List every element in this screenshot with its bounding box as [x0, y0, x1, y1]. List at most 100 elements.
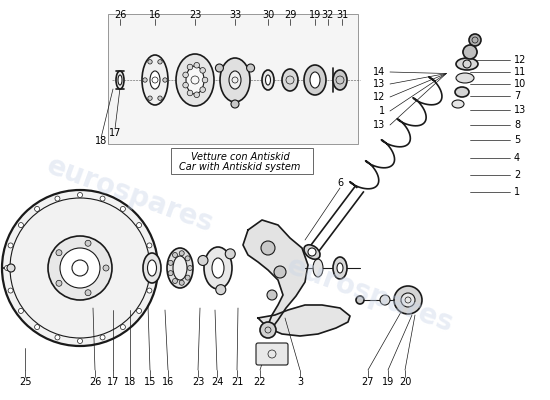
Ellipse shape — [176, 54, 214, 106]
Ellipse shape — [333, 70, 347, 90]
Text: eurospares: eurospares — [43, 152, 217, 238]
Text: 12: 12 — [373, 92, 385, 102]
Text: 14: 14 — [373, 67, 385, 77]
Text: 13: 13 — [514, 105, 526, 115]
Text: 17: 17 — [109, 128, 121, 138]
Circle shape — [188, 266, 192, 270]
Circle shape — [147, 288, 152, 293]
Ellipse shape — [456, 73, 474, 83]
Text: 22: 22 — [254, 377, 266, 387]
Circle shape — [55, 335, 60, 340]
Circle shape — [185, 275, 190, 280]
Circle shape — [179, 251, 184, 256]
Ellipse shape — [167, 248, 193, 288]
Ellipse shape — [150, 71, 160, 89]
Ellipse shape — [313, 259, 323, 277]
Ellipse shape — [356, 296, 364, 304]
Circle shape — [19, 222, 24, 228]
Circle shape — [120, 206, 125, 212]
Circle shape — [185, 256, 190, 261]
Text: 31: 31 — [336, 10, 348, 20]
Text: 18: 18 — [124, 377, 136, 387]
Circle shape — [173, 252, 178, 258]
Circle shape — [202, 77, 208, 83]
Circle shape — [216, 64, 223, 72]
Text: 21: 21 — [231, 377, 243, 387]
Text: 32: 32 — [322, 10, 334, 20]
Text: 2: 2 — [514, 170, 520, 180]
Circle shape — [19, 308, 24, 314]
Ellipse shape — [282, 69, 298, 91]
Circle shape — [78, 192, 82, 198]
Circle shape — [163, 78, 167, 82]
Circle shape — [216, 285, 226, 295]
Text: 13: 13 — [373, 79, 385, 89]
Text: 10: 10 — [514, 79, 526, 89]
Ellipse shape — [452, 100, 464, 108]
Circle shape — [8, 243, 13, 248]
Ellipse shape — [262, 70, 274, 90]
Ellipse shape — [333, 257, 347, 279]
Text: 7: 7 — [514, 91, 520, 101]
Circle shape — [173, 278, 178, 284]
Ellipse shape — [463, 48, 477, 56]
Circle shape — [151, 266, 156, 270]
Text: 17: 17 — [107, 377, 119, 387]
Circle shape — [246, 64, 255, 72]
Ellipse shape — [186, 66, 204, 94]
Circle shape — [136, 222, 141, 228]
Text: eurospares: eurospares — [283, 252, 458, 338]
Ellipse shape — [212, 258, 224, 278]
Text: 33: 33 — [229, 10, 241, 20]
FancyBboxPatch shape — [256, 343, 288, 365]
Text: 8: 8 — [514, 120, 520, 130]
Circle shape — [35, 206, 40, 212]
Circle shape — [380, 295, 390, 305]
Text: 23: 23 — [189, 10, 201, 20]
Circle shape — [4, 266, 9, 270]
Circle shape — [226, 249, 235, 259]
Circle shape — [187, 64, 193, 70]
Polygon shape — [258, 305, 350, 336]
Ellipse shape — [142, 55, 168, 105]
Circle shape — [179, 280, 184, 285]
Text: 6: 6 — [337, 178, 343, 188]
Circle shape — [267, 290, 277, 300]
Text: Vetture con Antiskid: Vetture con Antiskid — [191, 152, 289, 162]
Text: 30: 30 — [262, 10, 274, 20]
Circle shape — [143, 78, 147, 82]
Text: 20: 20 — [399, 377, 411, 387]
Circle shape — [194, 92, 200, 98]
Text: 26: 26 — [89, 377, 101, 387]
Text: 5: 5 — [514, 135, 520, 145]
Text: 29: 29 — [284, 10, 296, 20]
Circle shape — [85, 290, 91, 296]
Circle shape — [78, 338, 82, 344]
Circle shape — [168, 271, 173, 276]
Circle shape — [200, 87, 206, 92]
Text: Car with Antiskid system: Car with Antiskid system — [179, 162, 301, 172]
Ellipse shape — [304, 65, 326, 95]
Circle shape — [469, 34, 481, 46]
Text: 19: 19 — [309, 10, 321, 20]
Circle shape — [401, 293, 415, 307]
Text: 24: 24 — [211, 377, 223, 387]
Circle shape — [231, 100, 239, 108]
Ellipse shape — [147, 260, 157, 276]
Text: 11: 11 — [514, 67, 526, 77]
Ellipse shape — [229, 71, 241, 89]
Circle shape — [55, 196, 60, 201]
Circle shape — [394, 286, 422, 314]
Circle shape — [56, 250, 62, 256]
Ellipse shape — [310, 72, 320, 88]
Ellipse shape — [455, 87, 469, 97]
Ellipse shape — [337, 263, 343, 273]
Ellipse shape — [220, 58, 250, 102]
Text: 25: 25 — [19, 377, 31, 387]
Text: 1: 1 — [379, 106, 385, 116]
Circle shape — [148, 96, 152, 100]
Ellipse shape — [304, 245, 320, 259]
Ellipse shape — [143, 253, 161, 283]
Text: 18: 18 — [95, 136, 107, 146]
Polygon shape — [243, 220, 308, 328]
